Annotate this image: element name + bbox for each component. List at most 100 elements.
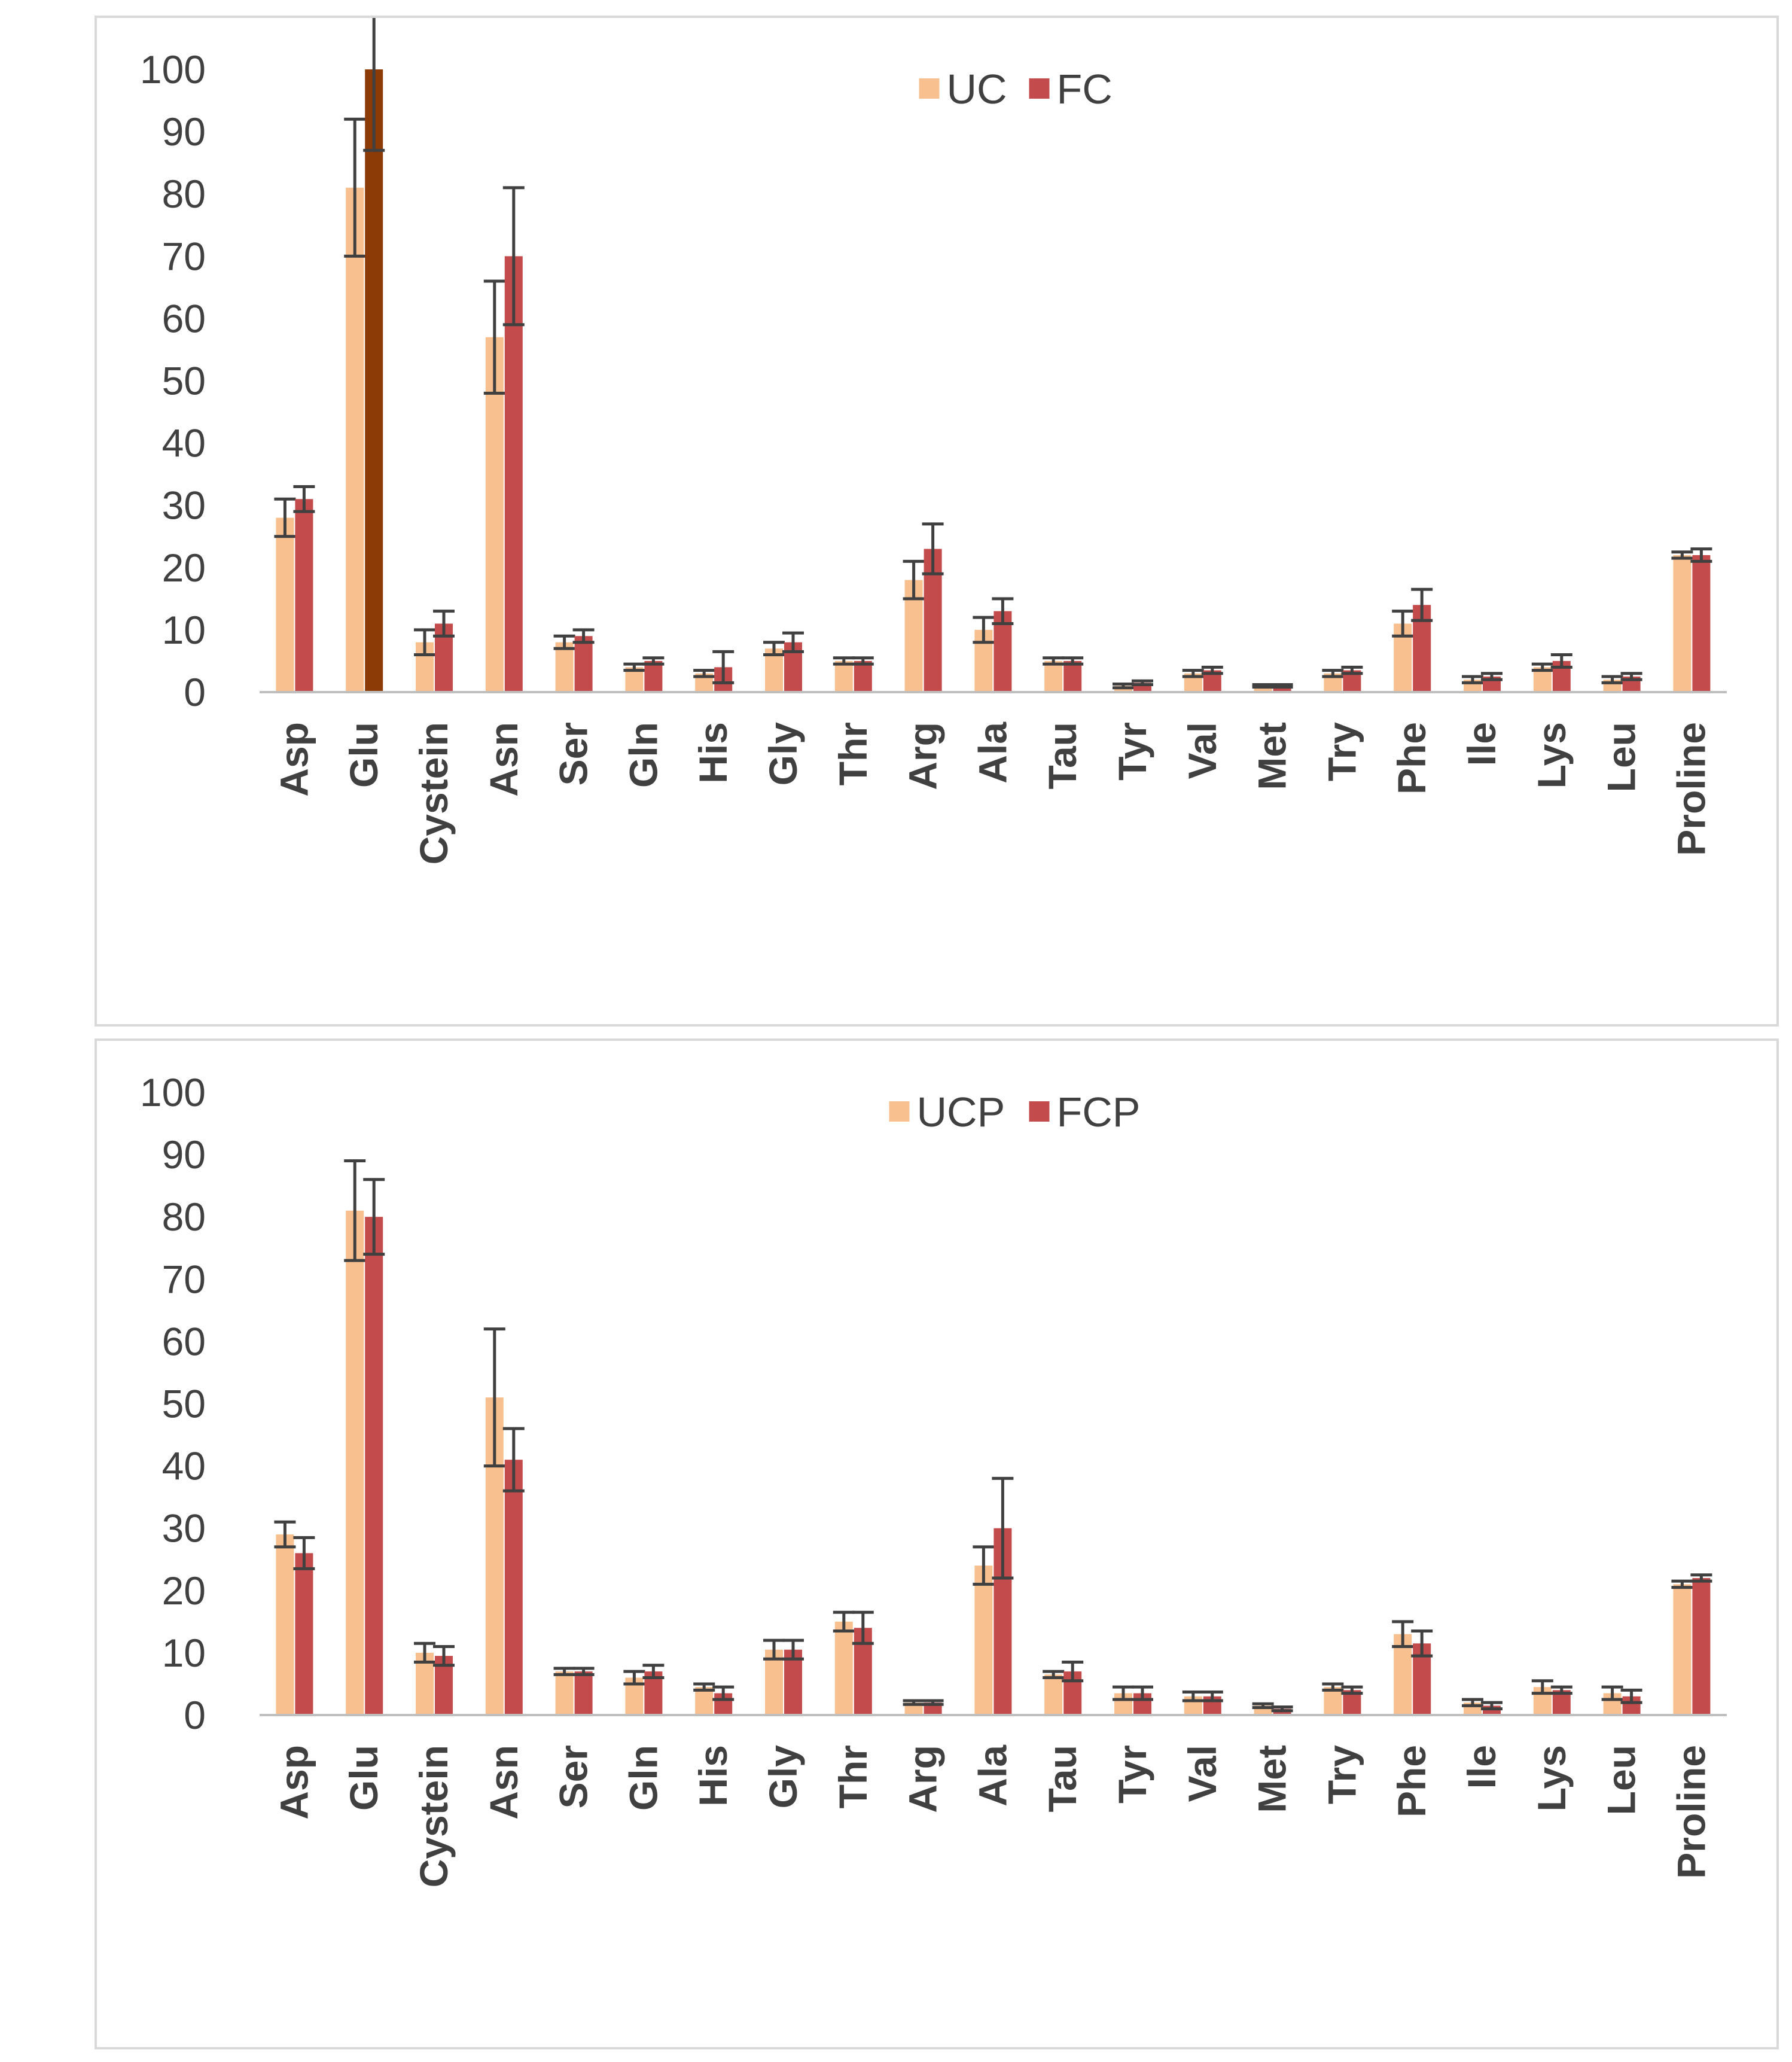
x-tick-label: His xyxy=(691,1745,735,1807)
error-bar-fc-cystein xyxy=(433,610,455,638)
bar-uc-proline xyxy=(1673,555,1692,692)
bar-fcp-glu xyxy=(365,1217,383,1715)
error-bar-fcp-leu xyxy=(1620,1688,1642,1704)
x-tick-label: Ile xyxy=(1459,722,1504,766)
error-bar-uc-ile xyxy=(1462,675,1483,684)
error-bar-fc-gly xyxy=(782,631,804,653)
error-bar-fc-thr xyxy=(852,656,874,666)
error-bar-fc-arg xyxy=(922,522,944,575)
bar-uc-asp xyxy=(276,517,294,692)
x-tick-label: Proline xyxy=(1669,722,1713,856)
error-bar-fcp-proline xyxy=(1690,1573,1712,1583)
x-tick-label: Cystein xyxy=(412,722,456,864)
x-tick-label: Asn xyxy=(481,722,526,797)
error-bar-fcp-met xyxy=(1271,1705,1293,1713)
error-bar-uc-gln xyxy=(623,662,645,672)
error-bar-ucp-met xyxy=(1252,1702,1274,1710)
y-tick-label: 70 xyxy=(162,234,206,278)
y-tick-label: 40 xyxy=(162,1444,206,1488)
x-tick-label: Lys xyxy=(1529,722,1574,788)
bar-uc-tau xyxy=(1044,660,1063,692)
error-bar-ucp-asn xyxy=(483,1327,505,1468)
error-bar-fcp-gly xyxy=(782,1638,804,1661)
error-bar-fcp-glu xyxy=(363,1178,385,1256)
error-bar-uc-tyr xyxy=(1113,682,1134,690)
legend-swatch-ucp xyxy=(889,1101,910,1122)
y-tick-label: 0 xyxy=(184,1693,206,1737)
error-bar-fcp-gln xyxy=(642,1664,665,1680)
legend-label-fc: FC xyxy=(1057,66,1113,112)
error-bar-ucp-lys xyxy=(1531,1679,1553,1695)
chart-panel-top: Free Amino Acid Content (µmol)0102030405… xyxy=(95,16,1779,1027)
legend-swatch-fcp xyxy=(1029,1101,1050,1122)
y-tick-label: 10 xyxy=(162,1631,206,1675)
x-tick-label: Tyr xyxy=(1110,1745,1154,1804)
error-bar-uc-glu xyxy=(344,117,366,258)
x-tick-label: Val xyxy=(1180,722,1224,779)
error-bar-ucp-proline xyxy=(1671,1579,1693,1589)
bar-ucp-ser xyxy=(555,1671,574,1715)
x-tick-label: Asp xyxy=(272,722,316,797)
error-bar-ucp-phe xyxy=(1392,1620,1414,1648)
error-bar-fc-ala xyxy=(992,597,1014,625)
y-tick-label: 0 xyxy=(184,670,206,714)
error-bar-ucp-tyr xyxy=(1113,1685,1134,1701)
x-tick-label: Ala xyxy=(970,1744,1014,1807)
bar-fc-gln xyxy=(644,660,663,692)
bar-ucp-asp xyxy=(276,1534,294,1715)
x-tick-label: His xyxy=(691,722,735,784)
error-bar-uc-gly xyxy=(763,641,785,657)
x-tick-label: Leu xyxy=(1599,1745,1644,1815)
error-bar-fc-met xyxy=(1271,683,1293,689)
y-tick-label: 50 xyxy=(162,359,206,403)
bar-fc-ser xyxy=(574,636,593,692)
x-tick-label: Asp xyxy=(272,1745,316,1820)
y-tick-label: 30 xyxy=(162,483,206,528)
error-bar-fc-ser xyxy=(572,628,595,644)
bar-ucp-ala xyxy=(974,1565,993,1715)
error-bar-fcp-val xyxy=(1201,1690,1223,1702)
bar-fc-thr xyxy=(854,660,872,692)
error-bar-fc-glu xyxy=(363,18,385,152)
error-bar-fc-tau xyxy=(1062,656,1084,666)
error-bar-fcp-tyr xyxy=(1132,1685,1153,1701)
y-tick-label: 90 xyxy=(162,109,206,154)
error-bar-uc-proline xyxy=(1671,550,1693,560)
bar-uc-glu xyxy=(346,187,364,692)
x-tick-label: Ile xyxy=(1459,1745,1504,1789)
error-bar-ucp-gly xyxy=(763,1638,785,1661)
x-tick-label: Thr xyxy=(831,1745,875,1808)
error-bar-fcp-lys xyxy=(1550,1685,1572,1695)
legend: UC FC xyxy=(919,66,1113,112)
error-bar-uc-arg xyxy=(903,559,925,601)
error-bar-uc-try xyxy=(1322,669,1344,678)
x-tick-label: Gln xyxy=(621,722,665,788)
bar-uc-thr xyxy=(834,660,853,692)
bar-fc-met xyxy=(1273,686,1291,692)
x-tick-label: Tau xyxy=(1040,722,1084,789)
error-bar-fcp-ala xyxy=(992,1476,1014,1580)
error-bar-ucp-try xyxy=(1322,1682,1344,1692)
error-bar-uc-val xyxy=(1182,669,1204,678)
bar-ucp-his xyxy=(695,1687,714,1715)
bar-fcp-proline xyxy=(1692,1577,1711,1715)
y-tick-label: 60 xyxy=(162,296,206,340)
x-tick-label: Val xyxy=(1180,1745,1224,1802)
bar-ucp-thr xyxy=(834,1621,853,1715)
x-tick-label: Thr xyxy=(831,722,875,785)
error-bar-uc-his xyxy=(693,669,715,678)
error-bar-ucp-his xyxy=(693,1682,715,1692)
error-bar-uc-lys xyxy=(1531,662,1553,672)
legend-label-ucp: UCP xyxy=(917,1089,1005,1135)
bar-fc-tau xyxy=(1063,660,1082,692)
bar-fc-proline xyxy=(1692,555,1711,692)
error-bar-fcp-try xyxy=(1341,1685,1363,1695)
x-tick-label: Tyr xyxy=(1110,722,1154,781)
error-bar-fcp-tau xyxy=(1062,1661,1084,1683)
bar-uc-ser xyxy=(555,642,574,692)
x-tick-label: Glu xyxy=(342,722,386,788)
x-tick-label: Glu xyxy=(342,1745,386,1811)
error-bar-ucp-glu xyxy=(344,1159,366,1262)
chart-bottom: Free Amino Acid Content (µmol)0102030405… xyxy=(140,1070,1727,1887)
x-tick-label: Gly xyxy=(761,722,805,786)
